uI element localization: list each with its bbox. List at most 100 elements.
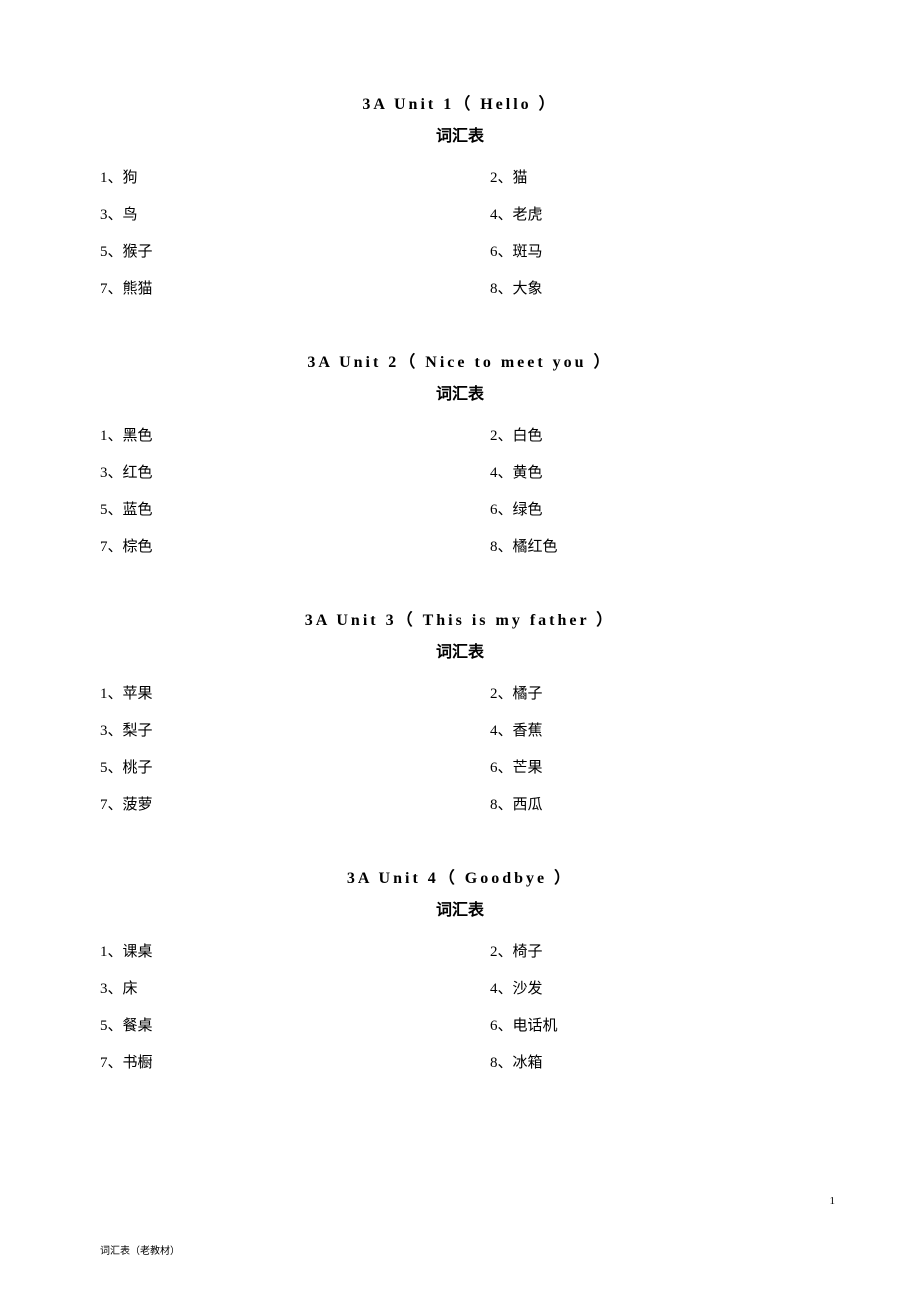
vocab-item: 3、床 [100, 977, 460, 998]
item-text: 黄色 [513, 465, 543, 481]
vocab-item: 2、猫 [460, 166, 820, 187]
vocab-item: 8、冰箱 [460, 1051, 820, 1072]
vocab-item: 3、鸟 [100, 203, 460, 224]
vocab-item: 6、斑马 [460, 240, 820, 261]
unit-section-2: 3A Unit 2（ Nice to meet you ） 词汇表 1、黑色 2… [100, 348, 820, 556]
item-num: 2、 [490, 428, 513, 444]
vocab-item: 5、餐桌 [100, 1014, 460, 1035]
vocab-label: 词汇表 [100, 896, 820, 920]
vocab-item: 7、熊猫 [100, 277, 460, 298]
vocab-label: 词汇表 [100, 638, 820, 662]
item-text: 鸟 [123, 207, 138, 223]
item-num: 3、 [100, 207, 123, 223]
item-num: 8、 [490, 1055, 513, 1071]
item-text: 餐桌 [123, 1018, 153, 1034]
vocab-item: 8、橘红色 [460, 535, 820, 556]
item-text: 香蕉 [513, 723, 543, 739]
vocab-item: 2、橘子 [460, 682, 820, 703]
item-text: 沙发 [513, 981, 543, 997]
vocab-item: 4、老虎 [460, 203, 820, 224]
item-text: 梨子 [123, 723, 153, 739]
item-num: 1、 [100, 944, 123, 960]
item-text: 桃子 [123, 760, 153, 776]
item-num: 5、 [100, 1018, 123, 1034]
item-num: 6、 [490, 760, 513, 776]
vocab-item: 5、蓝色 [100, 498, 460, 519]
vocab-item: 5、猴子 [100, 240, 460, 261]
vocab-item: 8、大象 [460, 277, 820, 298]
vocab-item: 2、椅子 [460, 940, 820, 961]
item-text: 菠萝 [123, 797, 153, 813]
item-text: 课桌 [123, 944, 153, 960]
unit-section-3: 3A Unit 3（ This is my father ） 词汇表 1、苹果 … [100, 606, 820, 814]
item-num: 1、 [100, 170, 123, 186]
item-num: 2、 [490, 686, 513, 702]
footer-text: 词汇表（老教材） [100, 1242, 180, 1257]
item-text: 蓝色 [123, 502, 153, 518]
item-text: 斑马 [513, 244, 543, 260]
item-text: 橘子 [513, 686, 543, 702]
vocab-item: 6、芒果 [460, 756, 820, 777]
item-num: 7、 [100, 1055, 123, 1071]
item-text: 书橱 [123, 1055, 153, 1071]
page-number: 1 [830, 1195, 836, 1207]
item-text: 狗 [123, 170, 138, 186]
vocab-grid: 1、课桌 2、椅子 3、床 4、沙发 5、餐桌 6、电话机 7、书橱 8、冰箱 [100, 940, 820, 1072]
item-num: 2、 [490, 170, 513, 186]
vocab-item: 3、红色 [100, 461, 460, 482]
unit-title: 3A Unit 3（ This is my father ） [100, 606, 820, 630]
vocab-item: 4、香蕉 [460, 719, 820, 740]
unit-title: 3A Unit 4（ Goodbye ） [100, 864, 820, 888]
item-num: 3、 [100, 723, 123, 739]
item-num: 4、 [490, 723, 513, 739]
item-text: 白色 [513, 428, 543, 444]
vocab-item: 7、棕色 [100, 535, 460, 556]
item-num: 6、 [490, 244, 513, 260]
unit-section-1: 3A Unit 1（ Hello ） 词汇表 1、狗 2、猫 3、鸟 4、老虎 … [100, 90, 820, 298]
unit-title: 3A Unit 2（ Nice to meet you ） [100, 348, 820, 372]
item-text: 橘红色 [513, 539, 558, 555]
item-text: 绿色 [513, 502, 543, 518]
item-num: 6、 [490, 502, 513, 518]
vocab-item: 1、黑色 [100, 424, 460, 445]
vocab-grid: 1、苹果 2、橘子 3、梨子 4、香蕉 5、桃子 6、芒果 7、菠萝 8、西瓜 [100, 682, 820, 814]
vocab-item: 4、沙发 [460, 977, 820, 998]
item-num: 4、 [490, 981, 513, 997]
item-num: 4、 [490, 465, 513, 481]
unit-title: 3A Unit 1（ Hello ） [100, 90, 820, 114]
item-text: 芒果 [513, 760, 543, 776]
item-num: 7、 [100, 281, 123, 297]
vocab-item: 1、课桌 [100, 940, 460, 961]
item-num: 7、 [100, 539, 123, 555]
item-text: 大象 [513, 281, 543, 297]
item-num: 8、 [490, 539, 513, 555]
item-text: 电话机 [513, 1018, 558, 1034]
vocab-item: 3、梨子 [100, 719, 460, 740]
item-text: 猴子 [123, 244, 153, 260]
item-num: 1、 [100, 428, 123, 444]
item-text: 床 [123, 981, 138, 997]
item-text: 红色 [123, 465, 153, 481]
item-num: 2、 [490, 944, 513, 960]
item-text: 老虎 [513, 207, 543, 223]
vocab-item: 1、苹果 [100, 682, 460, 703]
vocab-grid: 1、狗 2、猫 3、鸟 4、老虎 5、猴子 6、斑马 7、熊猫 8、大象 [100, 166, 820, 298]
vocab-item: 6、电话机 [460, 1014, 820, 1035]
item-text: 黑色 [123, 428, 153, 444]
item-num: 5、 [100, 244, 123, 260]
document-content: 3A Unit 1（ Hello ） 词汇表 1、狗 2、猫 3、鸟 4、老虎 … [100, 90, 820, 1072]
item-num: 3、 [100, 465, 123, 481]
item-text: 熊猫 [123, 281, 153, 297]
item-text: 椅子 [513, 944, 543, 960]
item-num: 8、 [490, 281, 513, 297]
item-text: 棕色 [123, 539, 153, 555]
vocab-item: 2、白色 [460, 424, 820, 445]
item-text: 苹果 [123, 686, 153, 702]
vocab-item: 6、绿色 [460, 498, 820, 519]
item-text: 冰箱 [513, 1055, 543, 1071]
item-text: 西瓜 [513, 797, 543, 813]
vocab-item: 7、菠萝 [100, 793, 460, 814]
item-num: 5、 [100, 502, 123, 518]
item-num: 3、 [100, 981, 123, 997]
vocab-label: 词汇表 [100, 380, 820, 404]
